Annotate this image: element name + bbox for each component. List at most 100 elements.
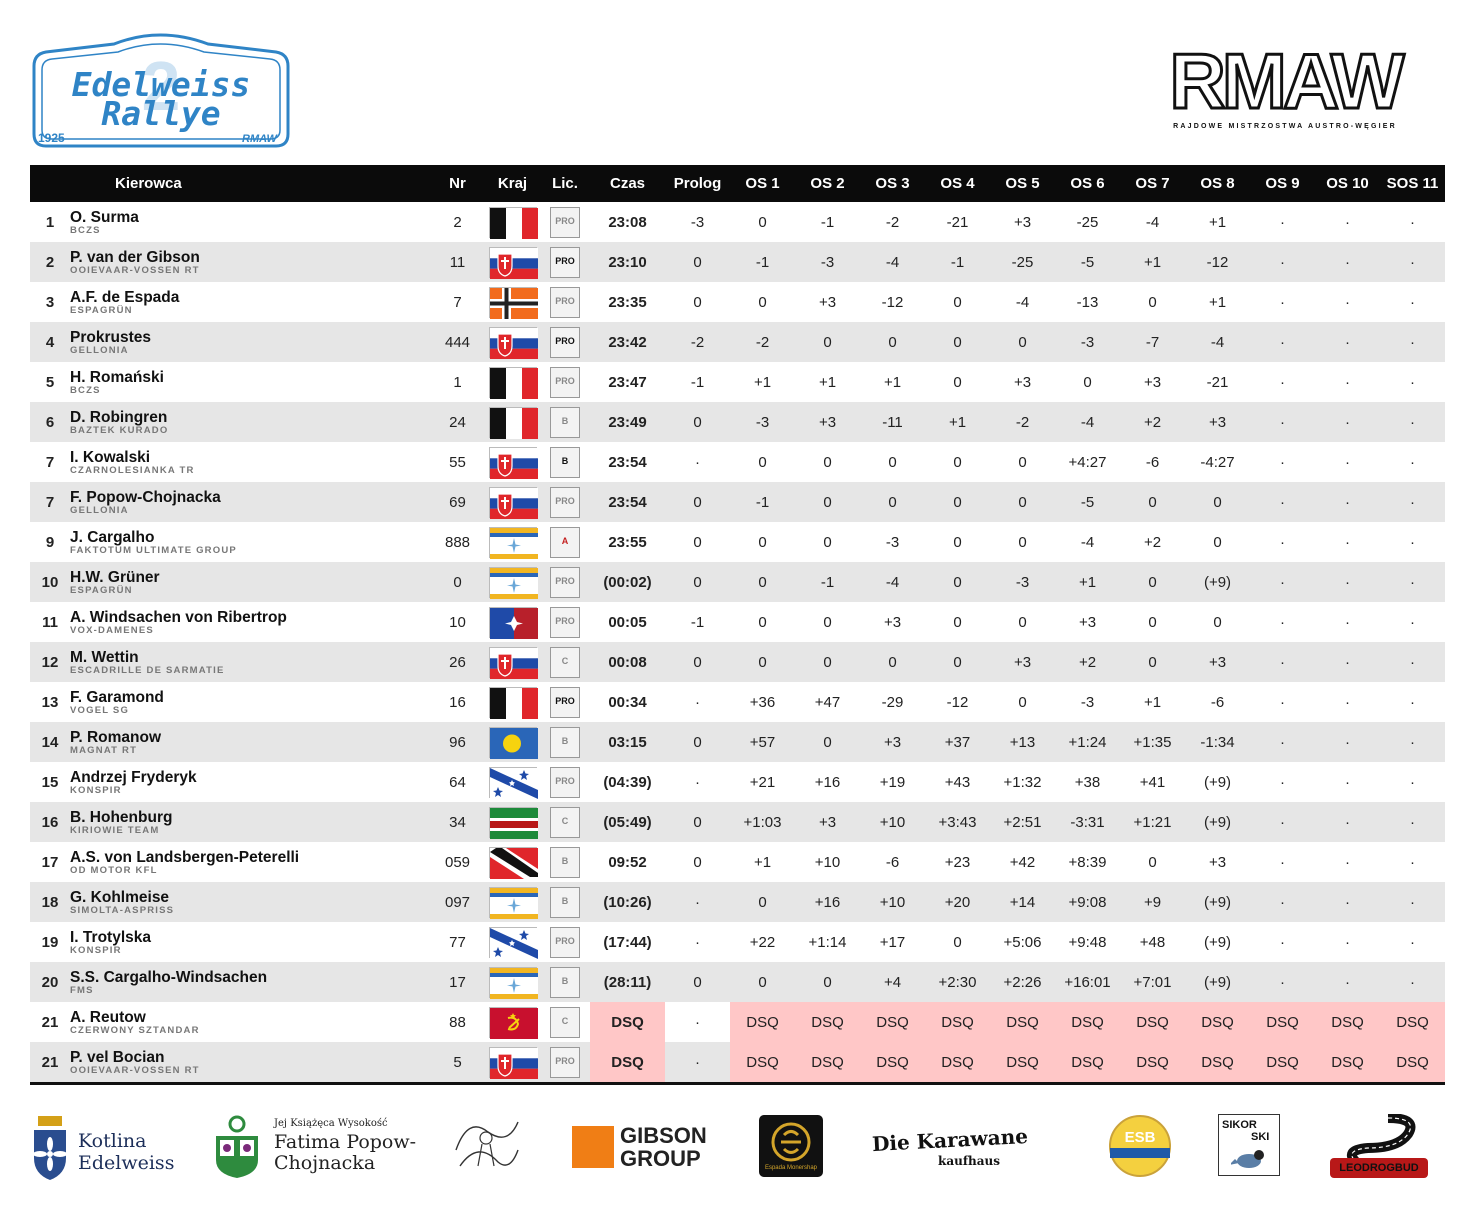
series-logo: RMAW RAJDOWE MISTRZOSTWA AUSTRO-WĘGIER — [1150, 36, 1420, 131]
sponsor-kotlina: Kotlina Edelweiss — [30, 1110, 180, 1182]
stage-cell-5: 0 — [990, 482, 1055, 522]
stage-cell-3: 0 — [860, 442, 925, 482]
stage-cell-6: -13 — [1055, 282, 1120, 322]
sponsor-fatima: Jej Książęca Wysokość Fatima Popow- Choj… — [210, 1110, 420, 1182]
stage-cell-7: 0 — [1120, 282, 1185, 322]
stage-cell-3: -11 — [860, 402, 925, 442]
license-badge-icon: B — [550, 966, 580, 998]
column-header-9: OS 3 — [860, 165, 925, 202]
signature-icon — [455, 1121, 519, 1167]
stage-cell-1: -3 — [730, 402, 795, 442]
car-number-cell: 88 — [430, 1002, 485, 1042]
flag-star-icon — [488, 566, 538, 599]
stage-cell-7: DSQ — [1120, 1002, 1185, 1042]
stage-cell-5: 0 — [990, 682, 1055, 722]
driver-cell: F. Garamond VOGEL SG — [70, 682, 430, 722]
position-cell: 20 — [30, 962, 70, 1002]
stage-cell-1: +1:03 — [730, 802, 795, 842]
sikorski-line1: SIKOR — [1222, 1119, 1257, 1131]
country-cell — [485, 762, 540, 802]
column-header-5: Czas — [590, 165, 665, 202]
stage-cell-3: DSQ — [860, 1042, 925, 1085]
team-name: OOIEVAAR-VOSSEN RT — [70, 265, 200, 276]
stage-cell-2: 0 — [795, 442, 860, 482]
position-cell: 3 — [30, 282, 70, 322]
stage-cell-9: · — [1250, 922, 1315, 962]
license-label: PRO — [555, 615, 575, 626]
stage-cell-1: +57 — [730, 722, 795, 762]
stage-cell-9: · — [1250, 202, 1315, 242]
stage-cell-9: · — [1250, 562, 1315, 602]
stage-cell-4: DSQ — [925, 1042, 990, 1085]
stage-cell-11: · — [1380, 722, 1445, 762]
license-cell: PRO — [540, 482, 590, 522]
stage-cell-0: · — [665, 922, 730, 962]
stage-cell-11: DSQ — [1380, 1002, 1445, 1042]
stage-cell-9: · — [1250, 282, 1315, 322]
flag-star-icon — [488, 966, 538, 999]
table-row: 16 B. Hohenburg KIRIOWIE TEAM 34 C (05:49) 0 +1… — [30, 802, 1445, 842]
stage-cell-7: +3 — [1120, 362, 1185, 402]
stage-cell-8: (+9) — [1185, 882, 1250, 922]
country-cell — [485, 1042, 540, 1085]
stage-cell-1: 0 — [730, 882, 795, 922]
stage-cell-10: · — [1315, 442, 1380, 482]
stage-cell-4: +23 — [925, 842, 990, 882]
stage-cell-8: +3 — [1185, 402, 1250, 442]
country-cell — [485, 442, 540, 482]
position-cell: 2 — [30, 242, 70, 282]
stage-cell-1: +1 — [730, 842, 795, 882]
stage-cell-2: +47 — [795, 682, 860, 722]
flag-malta-icon — [488, 606, 538, 639]
license-label: B — [561, 415, 569, 426]
license-label: A — [561, 535, 569, 546]
crest-icon — [216, 1115, 258, 1178]
stage-cell-10: · — [1315, 202, 1380, 242]
stage-cell-7: +1 — [1120, 242, 1185, 282]
license-badge-icon: PRO — [550, 686, 580, 718]
logo-badge: RMAW — [242, 133, 278, 145]
country-cell — [485, 402, 540, 442]
stage-cell-1: -1 — [730, 482, 795, 522]
logo-line2: Rallye — [101, 94, 220, 133]
column-header-6: Prolog — [665, 165, 730, 202]
position-cell: 11 — [30, 602, 70, 642]
sponsor-bar: Kotlina Edelweiss Jej Książęca Wysokość … — [30, 1110, 1430, 1190]
car-number-cell: 7 — [430, 282, 485, 322]
country-cell — [485, 682, 540, 722]
license-cell: PRO — [540, 242, 590, 282]
stage-cell-11: DSQ — [1380, 1042, 1445, 1085]
espada-text: Espada Monershap — [764, 1165, 818, 1171]
stage-cell-0: -1 — [665, 362, 730, 402]
stage-cell-6: DSQ — [1055, 1042, 1120, 1085]
table-row: 4 Prokrustes GELLONIA 444 PRO 23:42 -2 -2 0 0 0 0 -3… — [30, 322, 1445, 362]
license-badge-icon: B — [550, 406, 580, 438]
position-cell: 21 — [30, 1042, 70, 1085]
svg-text:ESB: ESB — [1125, 1129, 1156, 1146]
driver-name: A.F. de Espada — [70, 289, 180, 306]
stage-cell-3: -4 — [860, 562, 925, 602]
stage-cell-2: +3 — [795, 402, 860, 442]
driver-cell: A.S. von Landsbergen-Peterelli OD MOTOR K… — [70, 842, 430, 882]
stage-cell-0: · — [665, 1002, 730, 1042]
total-time-cell: (28:11) — [590, 962, 665, 1002]
stage-cell-10: · — [1315, 682, 1380, 722]
position-cell: 21 — [30, 1002, 70, 1042]
driver-name: I. Trotylska — [70, 929, 151, 946]
flag-be-icon — [488, 406, 538, 439]
stage-cell-6: -5 — [1055, 242, 1120, 282]
stage-cell-0: 0 — [665, 562, 730, 602]
position-cell: 10 — [30, 562, 70, 602]
stage-cell-3: 0 — [860, 322, 925, 362]
license-cell: PRO — [540, 682, 590, 722]
stage-cell-9: · — [1250, 242, 1315, 282]
stage-cell-3: +1 — [860, 362, 925, 402]
total-time-cell: 23:35 — [590, 282, 665, 322]
fatima-name2: Chojnacka — [274, 1152, 376, 1174]
logo-line1: Edelweiss — [72, 65, 251, 104]
stage-cell-6: +9:48 — [1055, 922, 1120, 962]
stage-cell-10: · — [1315, 922, 1380, 962]
road-logo-icon — [1330, 1114, 1428, 1178]
stage-cell-5: -3 — [990, 562, 1055, 602]
license-cell: PRO — [540, 362, 590, 402]
